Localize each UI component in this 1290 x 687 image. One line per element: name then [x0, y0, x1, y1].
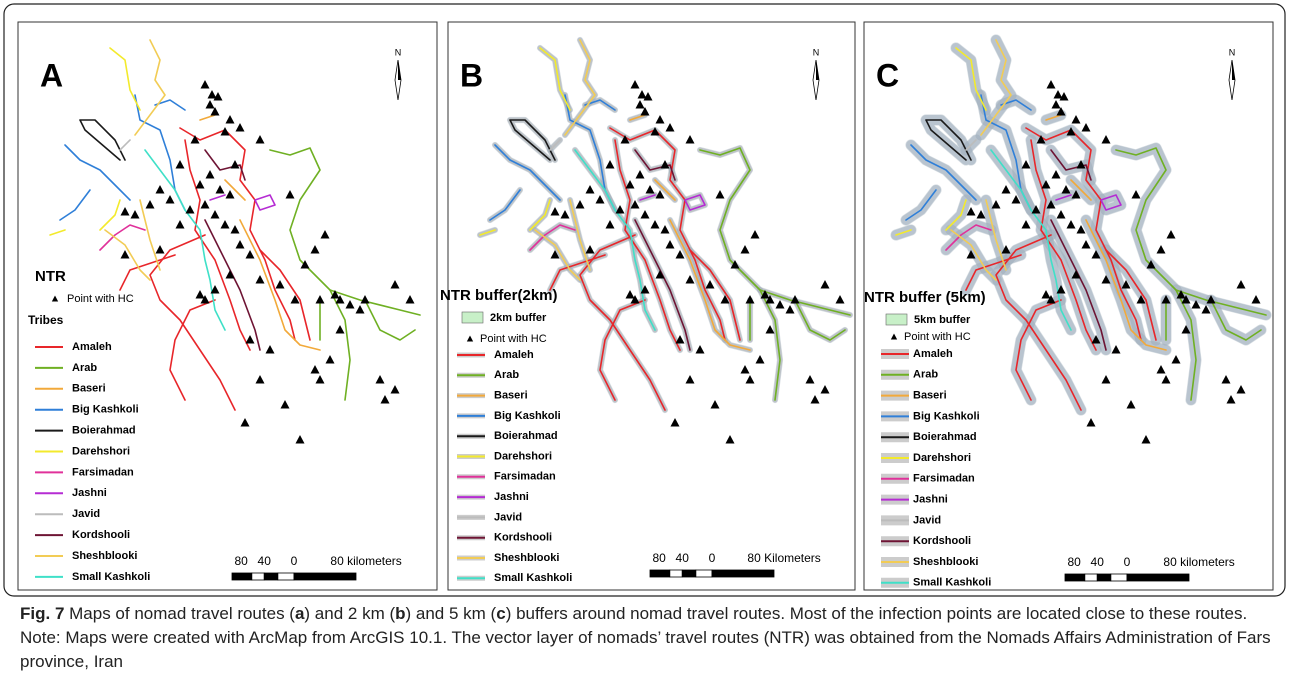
scale-bar: [1085, 574, 1097, 581]
legend-label: Javid: [494, 511, 522, 523]
legend-label: Sheshblooki: [72, 550, 137, 562]
legend-label: Point with HC: [480, 333, 547, 345]
scale-label: 0: [709, 551, 716, 565]
scale-bar: [682, 570, 696, 577]
scale-label: 0: [291, 554, 298, 568]
scale-bar: [278, 573, 294, 580]
scale-bar: [670, 570, 682, 577]
legend-label: Small Kashkoli: [72, 571, 150, 583]
figure: ANNTRPoint with HCTribesAmalehArabBaseri…: [0, 0, 1290, 600]
scale-label: 80 Kilometers: [747, 551, 820, 565]
legend-label: Big Kashkoli: [72, 404, 139, 416]
legend-label: Kordshooli: [72, 529, 130, 541]
panel-letter: A: [40, 57, 63, 93]
legend-label: Amaleh: [72, 341, 112, 353]
legend-label: Point with HC: [67, 293, 134, 305]
legend-title: NTR buffer(2km): [440, 287, 558, 304]
scale-bar: [1111, 574, 1127, 581]
scale-label: 80: [234, 554, 248, 568]
legend-label: Point with HC: [904, 331, 971, 343]
scale-label: 40: [676, 551, 690, 565]
scale-bar: [712, 570, 774, 577]
scale-bar: [252, 573, 264, 580]
panel-frame: [448, 22, 855, 590]
legend-label: Javid: [72, 508, 100, 520]
legend-label: Amaleh: [913, 348, 953, 360]
north-label: N: [395, 47, 402, 57]
page: {"tribes": [ {"name": "Amaleh", "color":…: [0, 0, 1290, 687]
scale-label: 80: [652, 551, 666, 565]
buffer-swatch: [886, 314, 907, 325]
legend-label: Jashni: [913, 494, 948, 506]
panel-letter: B: [460, 57, 483, 93]
caption: Fig. 7 Maps of nomad travel routes (a) a…: [20, 602, 1275, 674]
legend-label: Darehshori: [72, 445, 130, 457]
legend-label: Arab: [72, 362, 97, 374]
legend-label: 2km buffer: [490, 312, 547, 324]
legend-label: Sheshblooki: [494, 552, 559, 564]
legend-title: NTR buffer (5km): [864, 289, 986, 306]
legend-label: Darehshori: [494, 450, 552, 462]
scale-label: 40: [1091, 555, 1105, 569]
legend-label: Big Kashkoli: [494, 410, 561, 422]
caption-label: Fig. 7: [20, 604, 64, 623]
caption-text: ) and 5 km (: [406, 604, 497, 623]
legend-label: Baseri: [72, 383, 106, 395]
scale-bar: [1065, 574, 1085, 581]
caption-text: a: [295, 604, 304, 623]
legend-label: Jashni: [494, 491, 529, 503]
legend-label: Small Kashkoli: [913, 577, 991, 589]
legend-label: Kordshooli: [494, 532, 552, 544]
legend-label: Sheshblooki: [913, 556, 978, 568]
legend-label: Arab: [913, 369, 938, 381]
legend-label: 5km buffer: [914, 314, 971, 326]
north-label: N: [813, 47, 820, 57]
legend-label: Big Kashkoli: [913, 410, 980, 422]
legend-label: Amaleh: [494, 349, 534, 361]
legend-label: Baseri: [913, 390, 947, 402]
legend-label: Kordshooli: [913, 535, 971, 547]
legend-label: Farsimadan: [494, 471, 556, 483]
scale-label: 80 kilometers: [1163, 555, 1234, 569]
legend-label: Arab: [494, 369, 519, 381]
scale-bar: [294, 573, 356, 580]
caption-text: c: [496, 604, 505, 623]
legend-subtitle: Tribes: [28, 313, 64, 327]
legend-label: Small Kashkoli: [494, 572, 572, 584]
caption-text: Maps of nomad travel routes (: [64, 604, 295, 623]
caption-text: b: [395, 604, 405, 623]
scale-label: 80 kilometers: [330, 554, 401, 568]
legend-label: Javid: [913, 514, 941, 526]
panel-frame: [18, 22, 437, 590]
legend-label: Farsimadan: [72, 466, 134, 478]
scale-bar: [1127, 574, 1189, 581]
scale-label: 80: [1067, 555, 1081, 569]
scale-label: 0: [1124, 555, 1131, 569]
scale-label: 40: [258, 554, 272, 568]
scale-bar: [696, 570, 712, 577]
legend-label: Jashni: [72, 487, 107, 499]
legend-label: Boierahmad: [494, 430, 558, 442]
panel-letter: C: [876, 57, 899, 93]
scale-bar: [650, 570, 670, 577]
legend-title: NTR: [35, 268, 66, 285]
legend-label: Baseri: [494, 390, 528, 402]
caption-text: ) and 2 km (: [304, 604, 395, 623]
legend-label: Darehshori: [913, 452, 971, 464]
scale-bar: [264, 573, 278, 580]
scale-bar: [1097, 574, 1111, 581]
buffer-swatch: [462, 312, 483, 323]
north-label: N: [1229, 47, 1236, 57]
scale-bar: [232, 573, 252, 580]
legend-label: Boierahmad: [913, 431, 977, 443]
legend-label: Farsimadan: [913, 473, 975, 485]
legend-label: Boierahmad: [72, 425, 136, 437]
